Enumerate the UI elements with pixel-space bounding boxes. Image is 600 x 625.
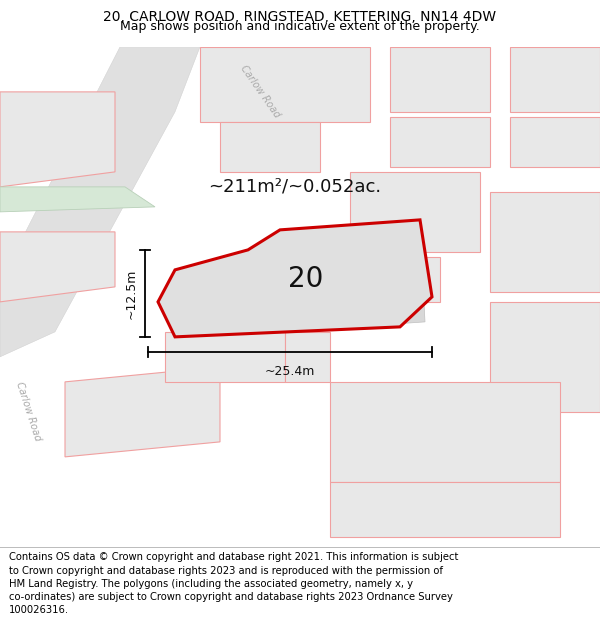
Polygon shape — [390, 117, 490, 167]
Polygon shape — [0, 187, 155, 212]
Polygon shape — [285, 332, 330, 382]
Polygon shape — [490, 192, 600, 292]
Polygon shape — [350, 257, 440, 302]
Text: 20, CARLOW ROAD, RINGSTEAD, KETTERING, NN14 4DW: 20, CARLOW ROAD, RINGSTEAD, KETTERING, N… — [103, 10, 497, 24]
Text: ~12.5m: ~12.5m — [125, 268, 137, 319]
Polygon shape — [158, 220, 432, 337]
Polygon shape — [350, 172, 480, 252]
Polygon shape — [0, 47, 200, 357]
Text: Carlow Road: Carlow Road — [238, 64, 282, 120]
Text: ~25.4m: ~25.4m — [265, 366, 315, 378]
Polygon shape — [490, 302, 600, 412]
Text: 20: 20 — [289, 265, 323, 293]
Polygon shape — [330, 382, 560, 482]
Polygon shape — [165, 332, 285, 382]
Polygon shape — [510, 117, 600, 167]
Polygon shape — [65, 367, 220, 457]
Polygon shape — [330, 482, 560, 537]
Polygon shape — [0, 92, 115, 187]
Text: ~211m²/~0.052ac.: ~211m²/~0.052ac. — [208, 178, 382, 196]
Text: Contains OS data © Crown copyright and database right 2021. This information is : Contains OS data © Crown copyright and d… — [9, 552, 458, 615]
Polygon shape — [220, 122, 320, 172]
Polygon shape — [510, 47, 600, 112]
Polygon shape — [280, 227, 425, 332]
Text: Carlow Road: Carlow Road — [14, 381, 42, 442]
Polygon shape — [390, 47, 490, 112]
Text: Map shows position and indicative extent of the property.: Map shows position and indicative extent… — [120, 20, 480, 32]
Polygon shape — [200, 47, 370, 122]
Polygon shape — [0, 232, 115, 302]
